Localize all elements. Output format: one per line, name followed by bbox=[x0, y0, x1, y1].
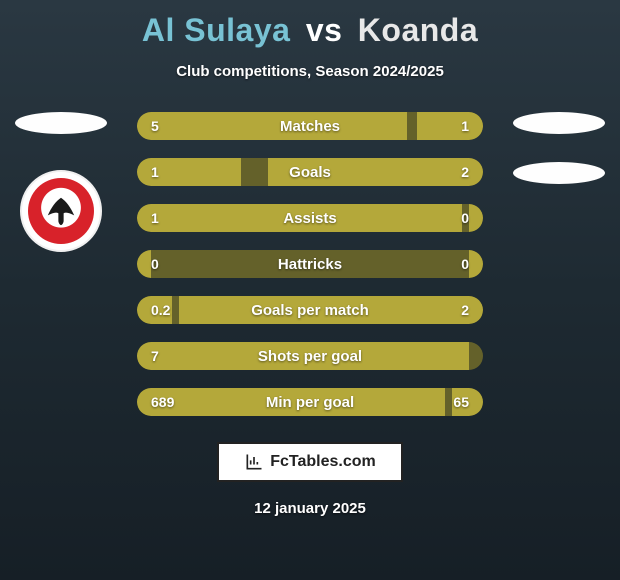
stat-value-right: 0 bbox=[423, 210, 483, 226]
stat-label: Min per goal bbox=[197, 394, 423, 411]
eagle-icon bbox=[39, 189, 83, 233]
stat-value-right: 0 bbox=[423, 256, 483, 272]
stat-value-left: 0.2 bbox=[137, 302, 197, 318]
stat-value-left: 1 bbox=[137, 210, 197, 226]
stat-row: 1Goals2 bbox=[137, 158, 483, 186]
brand-badge: FcTables.com bbox=[217, 442, 403, 482]
stat-value-left: 1 bbox=[137, 164, 197, 180]
stat-row: 7Shots per goal bbox=[137, 342, 483, 370]
club-ellipse-left-1 bbox=[15, 112, 107, 134]
stat-value-right: 2 bbox=[423, 302, 483, 318]
player2-name: Koanda bbox=[358, 12, 478, 48]
stat-row: 0Hattricks0 bbox=[137, 250, 483, 278]
player1-name: Al Sulaya bbox=[142, 12, 291, 48]
stat-value-left: 5 bbox=[137, 118, 197, 134]
stat-row: 0.2Goals per match2 bbox=[137, 296, 483, 324]
club-ellipse-right-1 bbox=[513, 112, 605, 134]
stat-label: Shots per goal bbox=[197, 348, 423, 365]
club-ellipse-right-2 bbox=[513, 162, 605, 184]
stat-row: 689Min per goal65 bbox=[137, 388, 483, 416]
comparison-content: 5Matches11Goals21Assists00Hattricks00.2G… bbox=[0, 112, 620, 416]
right-side-column bbox=[504, 112, 614, 184]
stat-row: 5Matches1 bbox=[137, 112, 483, 140]
crest-inner bbox=[28, 178, 94, 244]
brand-text: FcTables.com bbox=[270, 453, 376, 471]
stat-label: Goals per match bbox=[197, 302, 423, 319]
stat-value-right: 1 bbox=[423, 118, 483, 134]
subtitle: Club competitions, Season 2024/2025 bbox=[0, 63, 620, 80]
stat-row: 1Assists0 bbox=[137, 204, 483, 232]
stat-label: Hattricks bbox=[197, 256, 423, 273]
stat-value-right: 2 bbox=[423, 164, 483, 180]
club-crest-left bbox=[20, 170, 102, 252]
left-side-column bbox=[6, 112, 116, 252]
stat-value-left: 0 bbox=[137, 256, 197, 272]
vs-separator: vs bbox=[306, 12, 343, 48]
stat-bars: 5Matches11Goals21Assists00Hattricks00.2G… bbox=[137, 112, 483, 416]
stat-value-right: 65 bbox=[423, 394, 483, 410]
stat-label: Assists bbox=[197, 210, 423, 227]
stat-label: Matches bbox=[197, 118, 423, 135]
date-text: 12 january 2025 bbox=[0, 500, 620, 517]
stat-value-left: 7 bbox=[137, 348, 197, 364]
chart-icon bbox=[244, 452, 264, 472]
stat-value-left: 689 bbox=[137, 394, 197, 410]
stat-label: Goals bbox=[197, 164, 423, 181]
page-title: Al Sulaya vs Koanda bbox=[0, 0, 620, 49]
